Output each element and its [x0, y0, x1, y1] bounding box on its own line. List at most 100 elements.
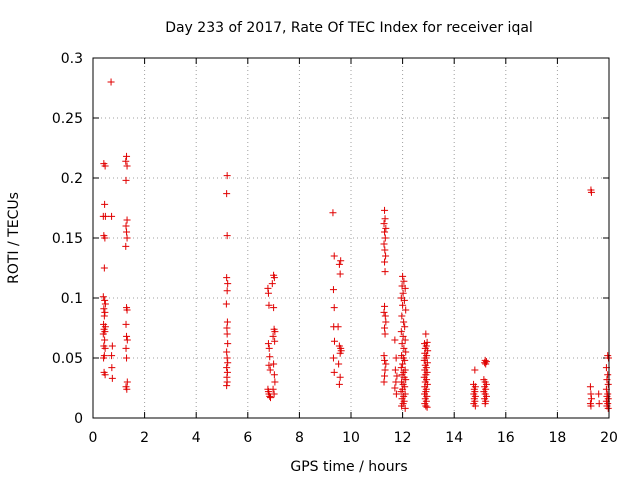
- data-point: [381, 246, 389, 254]
- data-point: [223, 382, 231, 390]
- data-point: [101, 308, 109, 316]
- data-point: [401, 284, 409, 292]
- data-point: [393, 372, 401, 380]
- x-tick-label: 6: [243, 430, 252, 446]
- data-point: [400, 277, 408, 285]
- data-point: [224, 280, 232, 288]
- data-point: [381, 234, 389, 242]
- data-point: [402, 306, 410, 314]
- data-point: [123, 162, 131, 170]
- data-point: [223, 318, 231, 326]
- data-point: [270, 390, 278, 398]
- data-point: [401, 336, 409, 344]
- data-point: [223, 364, 231, 372]
- x-tick-label: 2: [140, 430, 149, 446]
- data-point: [330, 337, 338, 345]
- data-point: [108, 374, 116, 382]
- data-point: [267, 394, 275, 402]
- data-point: [381, 206, 389, 214]
- data-point: [380, 308, 388, 316]
- data-point: [422, 402, 430, 410]
- data-point: [330, 252, 338, 260]
- y-axis-label: ROTI / TECUs: [6, 192, 22, 284]
- data-point: [123, 378, 131, 386]
- data-point: [400, 318, 408, 326]
- data-point: [392, 390, 400, 398]
- data-point: [398, 402, 406, 410]
- data-point: [123, 216, 131, 224]
- x-tick-label: 12: [394, 430, 412, 446]
- data-point: [337, 257, 345, 265]
- data-point: [398, 340, 406, 348]
- data-point: [380, 240, 388, 248]
- data-point: [224, 359, 232, 367]
- data-point: [223, 172, 231, 180]
- data-point: [101, 234, 109, 242]
- data-point: [100, 312, 108, 320]
- x-axis-label: GPS time / hours: [290, 459, 407, 475]
- data-point: [269, 332, 277, 340]
- data-point: [380, 220, 388, 228]
- data-point: [400, 296, 408, 304]
- data-point: [99, 293, 107, 301]
- data-point: [329, 209, 337, 217]
- data-point: [223, 274, 231, 282]
- data-point: [586, 383, 594, 391]
- data-point: [122, 222, 130, 230]
- data-point: [380, 352, 388, 360]
- data-point: [381, 372, 389, 380]
- data-point: [270, 360, 278, 368]
- data-point: [587, 395, 595, 403]
- data-point: [336, 373, 344, 381]
- y-tick-label: 0.1: [61, 291, 83, 307]
- data-point: [108, 342, 116, 350]
- data-point: [123, 385, 131, 393]
- data-point: [482, 360, 490, 368]
- data-point: [402, 376, 410, 384]
- data-point: [392, 378, 400, 386]
- data-point: [399, 289, 407, 297]
- data-point: [264, 385, 272, 393]
- data-point: [271, 328, 279, 336]
- data-point: [107, 78, 115, 86]
- data-point: [587, 188, 595, 196]
- data-point: [265, 344, 273, 352]
- data-point: [123, 332, 131, 340]
- data-point: [392, 354, 400, 362]
- x-tick-label: 10: [342, 430, 360, 446]
- data-point: [330, 304, 338, 312]
- data-point: [223, 354, 231, 362]
- data-point: [399, 301, 407, 309]
- data-point: [401, 356, 409, 364]
- data-point: [264, 289, 272, 297]
- data-point: [329, 286, 337, 294]
- data-point: [330, 323, 338, 331]
- data-point: [382, 360, 390, 368]
- data-point: [381, 215, 389, 223]
- plot-frame: [92, 57, 610, 419]
- data-point: [381, 356, 389, 364]
- data-point: [122, 157, 130, 165]
- y-tick-labels: 0 0.05 0.1 0.15 0.2 0.25 0.3: [52, 51, 83, 427]
- data-point: [381, 302, 389, 310]
- data-point: [101, 336, 109, 344]
- x-tick-label: 18: [548, 430, 566, 446]
- data-point: [270, 371, 278, 379]
- data-point: [471, 402, 479, 410]
- data-point: [604, 371, 612, 379]
- data-point: [223, 378, 231, 386]
- data-point: [381, 312, 389, 320]
- data-point: [400, 344, 408, 352]
- data-point: [223, 287, 231, 295]
- data-point: [101, 296, 109, 304]
- data-point: [587, 390, 595, 398]
- data-point: [423, 403, 431, 411]
- data-point: [123, 354, 131, 362]
- data-point: [100, 264, 108, 272]
- data-point: [381, 258, 389, 266]
- data-point: [222, 300, 230, 308]
- data-point: [223, 232, 231, 240]
- data-point: [108, 212, 116, 220]
- y-tick-label: 0.3: [61, 51, 83, 67]
- x-tick-label: 4: [192, 430, 201, 446]
